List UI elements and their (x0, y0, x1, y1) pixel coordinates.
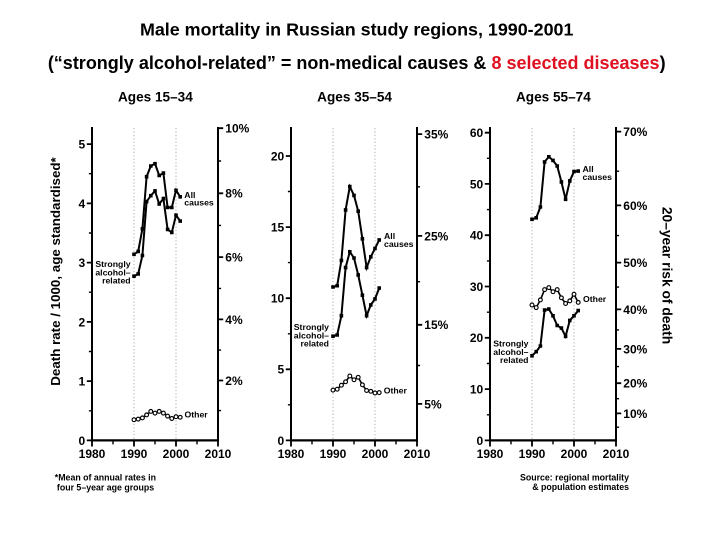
svg-text:Other: Other (185, 410, 209, 420)
svg-text:2%: 2% (225, 374, 243, 388)
svg-text:& population estimates: & population estimates (532, 482, 629, 492)
svg-text:1990: 1990 (320, 447, 347, 461)
svg-text:5%: 5% (424, 397, 442, 411)
svg-text:15: 15 (271, 221, 285, 235)
svg-text:10: 10 (470, 383, 484, 397)
svg-text:alcohol–: alcohol– (95, 267, 130, 277)
svg-text:Death rate / 1000, age standar: Death rate / 1000, age standardised* (48, 156, 63, 385)
svg-text:Ages 15–34: Ages 15–34 (118, 90, 193, 105)
svg-text:40: 40 (470, 229, 484, 243)
svg-text:8%: 8% (225, 187, 243, 201)
svg-text:related: related (500, 355, 529, 365)
svg-text:Ages 35–54: Ages 35–54 (317, 90, 392, 105)
svg-text:related: related (102, 275, 131, 285)
svg-text:0: 0 (79, 434, 86, 448)
svg-text:10%: 10% (623, 407, 647, 421)
svg-text:0: 0 (477, 434, 484, 448)
svg-text:5: 5 (278, 363, 285, 377)
svg-text:2010: 2010 (404, 447, 431, 461)
svg-text:four 5–year age groups: four 5–year age groups (57, 482, 154, 492)
svg-text:2010: 2010 (205, 447, 232, 461)
svg-text:20: 20 (470, 331, 484, 345)
svg-text:2000: 2000 (362, 447, 389, 461)
svg-text:70%: 70% (623, 125, 647, 139)
svg-text:Strongly: Strongly (493, 339, 528, 349)
svg-text:causes: causes (583, 172, 613, 182)
svg-text:1990: 1990 (121, 447, 148, 461)
svg-text:40%: 40% (623, 303, 647, 317)
svg-text:Source: regional mortality: Source: regional mortality (520, 473, 629, 483)
svg-text:2000: 2000 (561, 447, 588, 461)
svg-text:60: 60 (470, 126, 484, 140)
svg-text:Other: Other (384, 385, 408, 395)
svg-text:Ages 55–74: Ages 55–74 (516, 90, 591, 105)
svg-text:10: 10 (271, 292, 285, 306)
svg-text:All: All (384, 231, 395, 241)
svg-text:0: 0 (278, 434, 285, 448)
svg-text:30%: 30% (623, 342, 647, 356)
svg-text:50%: 50% (623, 256, 647, 270)
svg-text:1980: 1980 (278, 447, 305, 461)
svg-text:Male mortality in Russian stud: Male mortality in Russian study regions,… (140, 19, 574, 39)
svg-text:Strongly: Strongly (294, 322, 329, 332)
svg-text:2010: 2010 (603, 447, 630, 461)
svg-text:3: 3 (79, 256, 86, 270)
svg-text:causes: causes (384, 239, 414, 249)
svg-text:causes: causes (184, 197, 214, 207)
svg-text:25%: 25% (424, 229, 448, 243)
svg-text:4: 4 (79, 197, 86, 211)
svg-text:(“strongly alcohol-related” =: (“strongly alcohol-related” = non-medica… (48, 53, 666, 73)
svg-text:1980: 1980 (79, 447, 106, 461)
svg-text:1990: 1990 (519, 447, 546, 461)
svg-text:5: 5 (79, 138, 86, 152)
svg-text:50: 50 (470, 177, 484, 191)
svg-text:alcohol–: alcohol– (493, 347, 528, 357)
svg-text:30: 30 (470, 280, 484, 294)
svg-text:35%: 35% (424, 128, 448, 142)
svg-text:15%: 15% (424, 318, 448, 332)
svg-text:20–year risk of death: 20–year risk of death (660, 207, 675, 344)
svg-text:20: 20 (271, 149, 285, 163)
svg-text:6%: 6% (225, 251, 243, 265)
svg-text:1: 1 (79, 375, 86, 389)
svg-text:60%: 60% (623, 199, 647, 213)
svg-text:All: All (583, 164, 594, 174)
svg-text:Other: Other (583, 294, 607, 304)
svg-text:1980: 1980 (477, 447, 504, 461)
svg-text:4%: 4% (225, 313, 243, 327)
svg-text:2: 2 (79, 315, 86, 329)
svg-text:All: All (184, 190, 195, 200)
svg-text:related: related (301, 338, 330, 348)
svg-text:Strongly: Strongly (95, 259, 130, 269)
svg-text:alcohol–: alcohol– (294, 330, 329, 340)
svg-text:20%: 20% (623, 377, 647, 391)
svg-text:2000: 2000 (163, 447, 190, 461)
svg-text:*Mean of annual rates in: *Mean of annual rates in (55, 473, 156, 483)
svg-text:10%: 10% (225, 122, 249, 136)
